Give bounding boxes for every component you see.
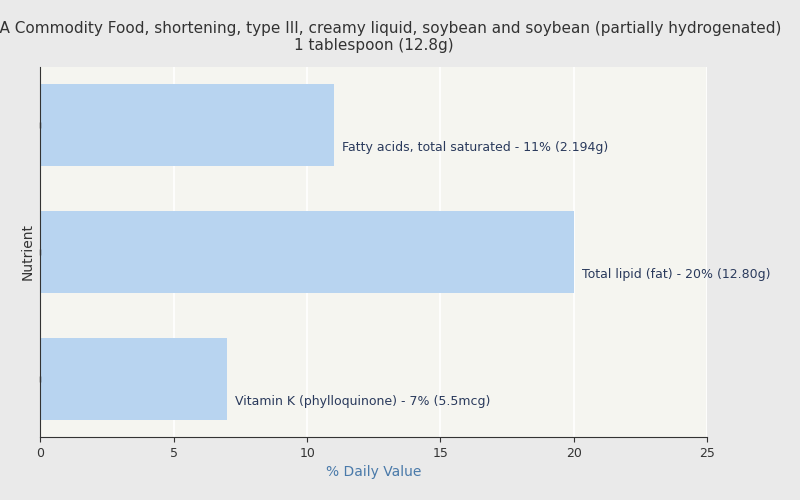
Y-axis label: Nutrient: Nutrient: [21, 224, 35, 280]
Bar: [40, 84, 334, 166]
Bar: [40, 210, 574, 293]
X-axis label: % Daily Value: % Daily Value: [326, 465, 422, 479]
Bar: [40, 338, 227, 420]
Text: Vitamin K (phylloquinone) - 7% (5.5mcg): Vitamin K (phylloquinone) - 7% (5.5mcg): [235, 395, 490, 408]
Text: Fatty acids, total saturated - 11% (2.194g): Fatty acids, total saturated - 11% (2.19…: [342, 142, 608, 154]
Title: USDA Commodity Food, shortening, type III, creamy liquid, soybean and soybean (p: USDA Commodity Food, shortening, type II…: [0, 21, 781, 53]
Text: Total lipid (fat) - 20% (12.80g): Total lipid (fat) - 20% (12.80g): [582, 268, 770, 281]
